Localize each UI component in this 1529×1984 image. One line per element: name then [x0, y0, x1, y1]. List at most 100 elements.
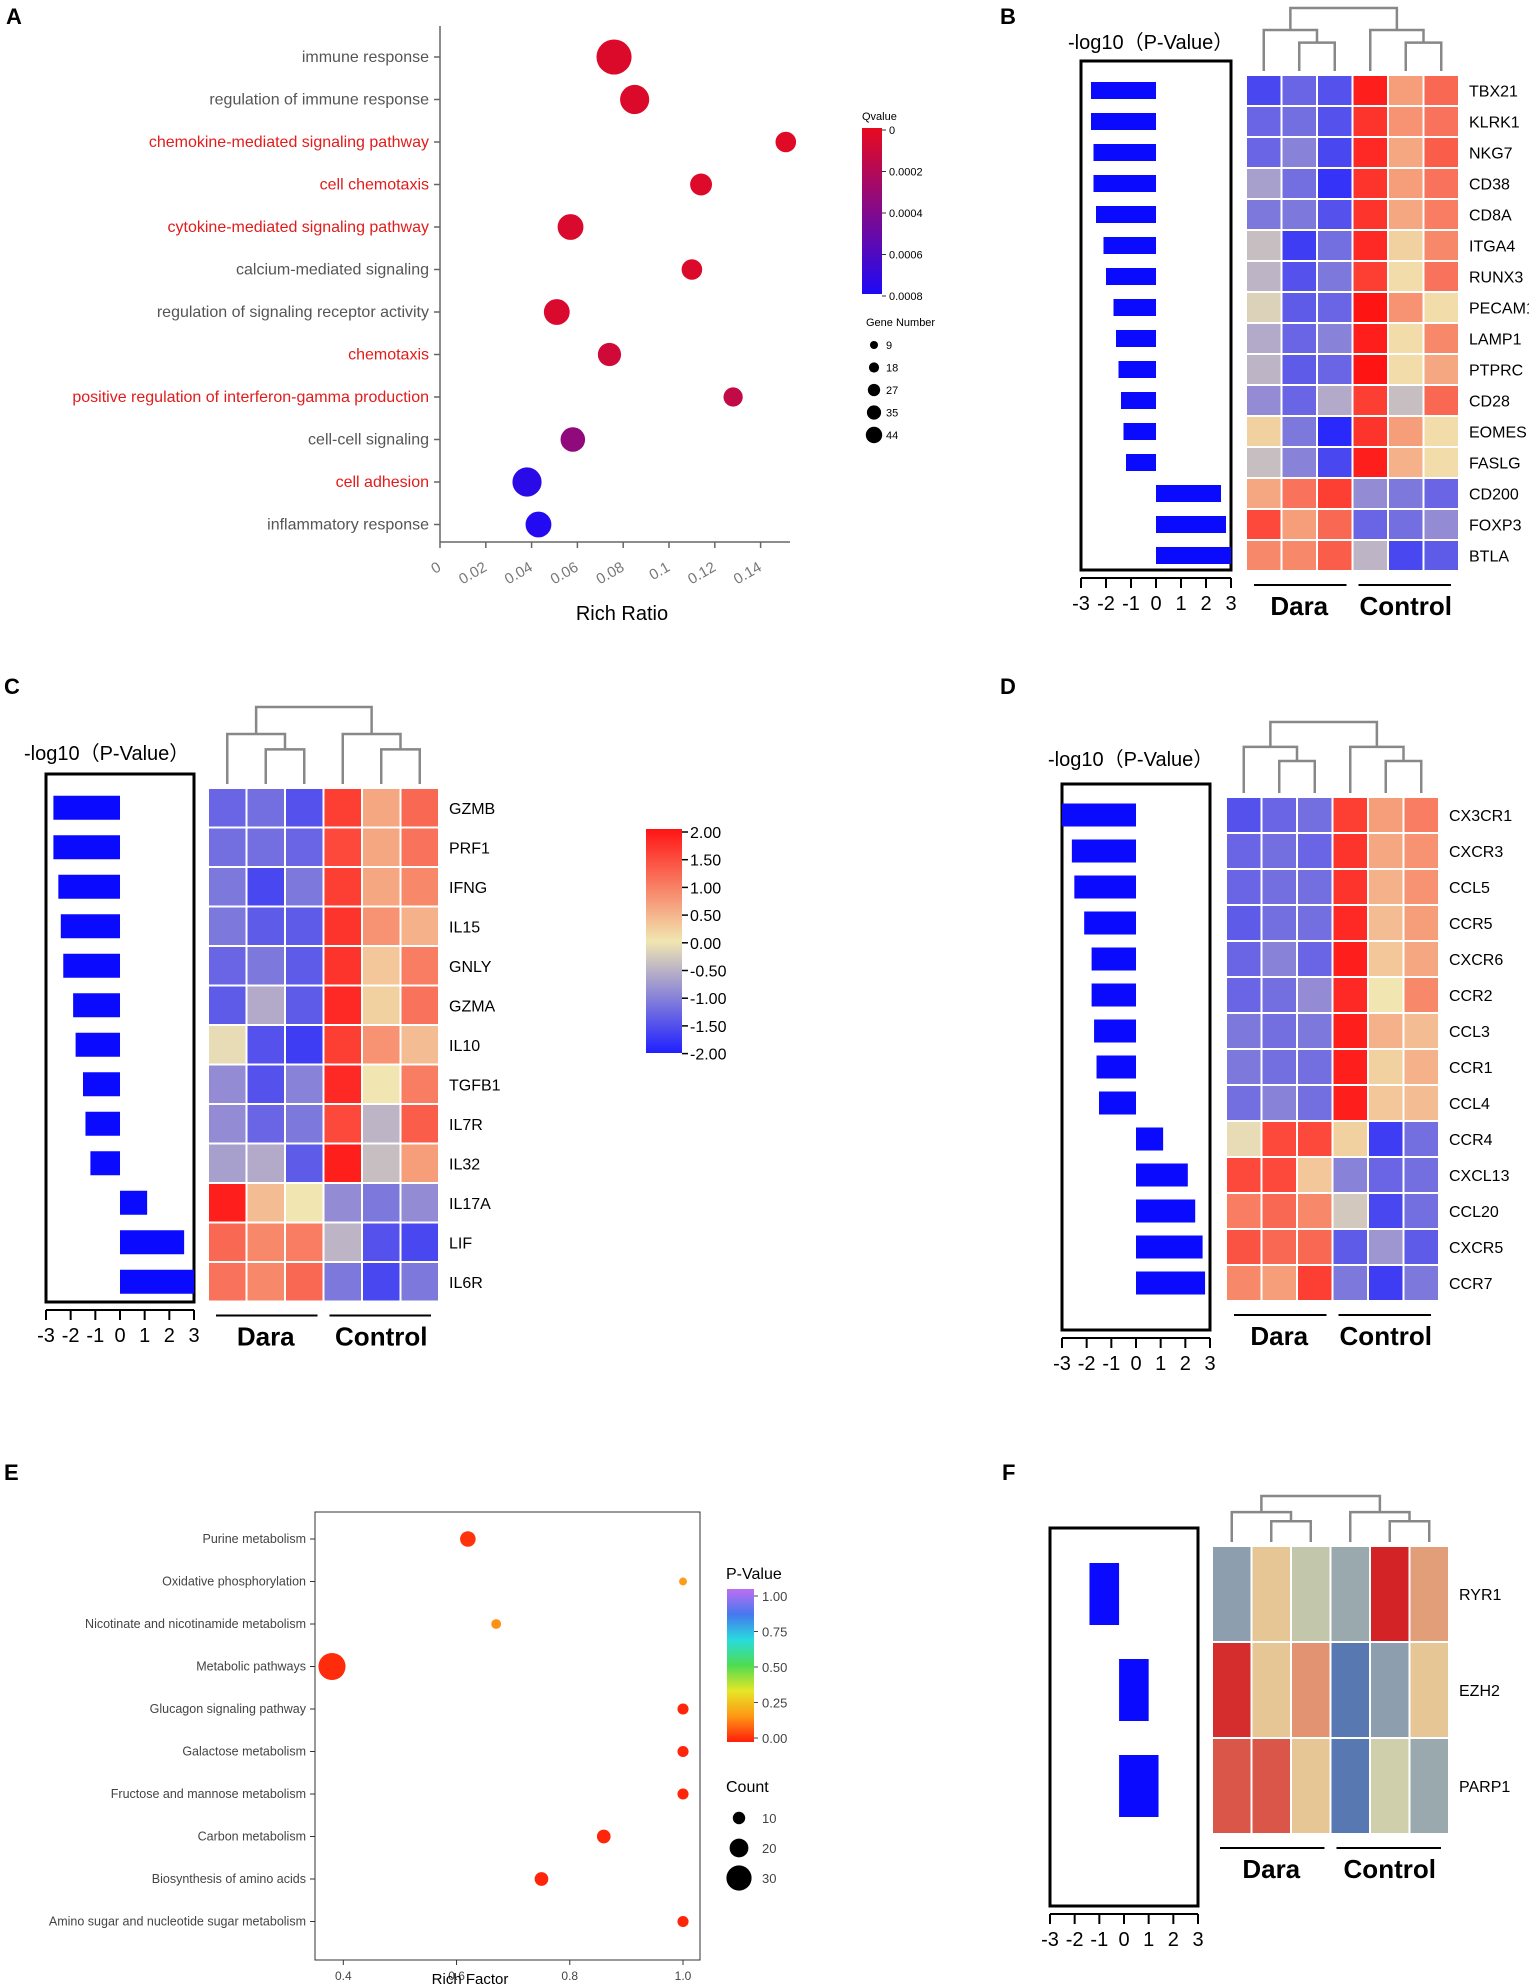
panelF-heatmap-cell — [1211, 1641, 1253, 1739]
panelD-pvalue-bar — [1071, 839, 1136, 863]
panelD-pvalue-tick-label: 3 — [1204, 1353, 1215, 1375]
panelD-heatmap-cell — [1402, 904, 1440, 942]
panelD-heatmap-cell — [1296, 1120, 1334, 1158]
panelD-heatmap-cell — [1225, 904, 1263, 942]
panelD-gene-label: CCR5 — [1449, 916, 1493, 933]
panelE-bubble — [679, 1577, 687, 1586]
panelD-heatmap-cell — [1402, 1084, 1440, 1122]
panelB-heatmap-cell — [1245, 105, 1283, 138]
panelB-pvalue-bar — [1091, 113, 1156, 130]
panelC-heatmap-cell — [284, 905, 325, 947]
panelC-pvalue-bar — [53, 835, 120, 860]
panelC-pvalue-bar — [83, 1072, 120, 1097]
panelB-pvalue-bar — [1091, 82, 1156, 99]
panelB-heatmap-cell — [1387, 384, 1425, 417]
panelF-heatmap-cell — [1329, 1545, 1371, 1643]
panelD-gene-label: CXCR3 — [1449, 844, 1503, 861]
panelC-heatmap-cell — [245, 1063, 286, 1105]
panelE-bubble — [318, 1652, 346, 1681]
panelB-heatmap-cell — [1316, 446, 1354, 479]
panelB-heatmap-cell — [1245, 477, 1283, 510]
panelB-pvalue-tick-label: 1 — [1175, 593, 1186, 615]
panelB-heatmap-cell — [1316, 415, 1354, 448]
panelA-gene-number-label: 18 — [886, 363, 898, 375]
panelB-gene-label: PTPRC — [1469, 363, 1523, 380]
panelA-x-tick-label: 0.04 — [502, 559, 536, 588]
panelB-heatmap-cell — [1351, 105, 1389, 138]
panelA-term-label: regulation of signaling receptor activit… — [157, 304, 429, 321]
panelF-heatmap-cell — [1329, 1737, 1371, 1835]
panelE-count-title: Count — [726, 1779, 769, 1796]
panelB-heatmap-cell — [1245, 384, 1283, 417]
panelB-heatmap-cell — [1422, 415, 1460, 448]
panelA-qvalue-tick-label: 0.0006 — [889, 250, 923, 262]
panelA-term-label: positive regulation of interferon-gamma … — [72, 389, 429, 406]
panelE-pvalue-tick-label: 1.00 — [762, 1589, 787, 1604]
panelA-bubble — [557, 214, 584, 240]
panelB-heatmap-cell — [1351, 136, 1389, 169]
panelD-heatmap-cell — [1260, 1156, 1298, 1194]
panelD-heatmap-cell — [1260, 1228, 1298, 1266]
panelB-heatmap-cell — [1351, 508, 1389, 541]
panelB-heatmap-cell — [1245, 539, 1283, 572]
panelD-pvalue-bar — [1084, 911, 1136, 935]
panelC-pvalue-bar — [60, 914, 120, 939]
panelD-gene-label: CCR4 — [1449, 1132, 1493, 1149]
panelC-heatmap-cell — [284, 1142, 325, 1184]
panelC-gene-label: IL32 — [449, 1156, 480, 1173]
panelD-heatmap-cell — [1367, 1192, 1405, 1230]
panelD-heatmap-cell — [1367, 832, 1405, 870]
panelB-pvalue-tick-label: 2 — [1200, 593, 1211, 615]
panelB-pvalue-bar — [1156, 547, 1231, 564]
panelD-pvalue-bar — [1096, 1055, 1136, 1079]
panelC-pvalue-bar — [63, 953, 120, 978]
panelA-bubble — [525, 511, 552, 538]
panelD-heatmap-cell — [1402, 976, 1440, 1014]
panelD-heatmap-cell — [1296, 1156, 1334, 1194]
panelD-pvalue-tick-label: 2 — [1180, 1353, 1191, 1375]
panelD-heatmap-cell — [1331, 1192, 1369, 1230]
panelB-heatmap-cell — [1316, 539, 1354, 572]
panelD-heatmap-cell — [1402, 1120, 1440, 1158]
panelB-heatmap-cell — [1422, 384, 1460, 417]
panelA-x-tick-label: 0.14 — [731, 559, 765, 588]
panelD-heatmap-cell — [1367, 1084, 1405, 1122]
panelE-bubble — [491, 1619, 502, 1629]
panelE-bubble — [677, 1788, 689, 1800]
panelD-heatmap-cell — [1331, 940, 1369, 978]
panelB-gene-label: RUNX3 — [1469, 270, 1523, 287]
panelC-colorbar-tick-label: 1.00 — [690, 880, 721, 897]
panelC-colorbar-tick-label: -1.00 — [690, 991, 727, 1008]
panelE-bubble — [534, 1872, 549, 1886]
panelC-pvalue-bar — [58, 874, 120, 899]
panelC-heatmap-cell — [322, 1182, 363, 1224]
panelC-pvalue-tick-label: -3 — [37, 1325, 55, 1347]
panelD-heatmap-cell — [1367, 1264, 1405, 1302]
panelB-heatmap-cell — [1316, 353, 1354, 386]
panelD-gene-label: CXCR6 — [1449, 952, 1503, 969]
panelC-colorbar — [646, 829, 682, 1053]
panelB-heatmap-cell — [1387, 415, 1425, 448]
panelD-heatmap-cell — [1331, 904, 1369, 942]
panelB-pvalue-bar — [1156, 485, 1221, 502]
panelD-pvalue-bar — [1091, 983, 1136, 1007]
panelD-heatmap-cell — [1296, 976, 1334, 1014]
panelB-heatmap-cell — [1280, 446, 1318, 479]
panelB-heatmap-cell — [1280, 415, 1318, 448]
panelC-heatmap-cell — [245, 826, 286, 868]
panelD-dendrogram-branch — [1384, 759, 1423, 793]
panelC-heatmap-cell — [322, 945, 363, 987]
panelC-gene-label: PRF1 — [449, 840, 490, 857]
panelA-qvalue-title: Qvalue — [862, 111, 897, 123]
panelB-heatmap-cell — [1387, 353, 1425, 386]
panelD-pvalue-bar — [1136, 1235, 1203, 1259]
panelC-dendrogram-branch — [341, 732, 402, 784]
panelC-heatmap-cell — [245, 1261, 286, 1303]
panel-label-b: B — [1000, 4, 1016, 29]
panelC-pvalue-bar — [120, 1269, 194, 1294]
panelD-heatmap-cell — [1402, 1228, 1440, 1266]
panelA-x-tick-label: 0 — [428, 559, 444, 578]
panelD-heatmap-cell — [1225, 1192, 1263, 1230]
panelE-pathway-label: Biosynthesis of amino acids — [152, 1872, 306, 1886]
panelF-heatmap-cell — [1290, 1737, 1332, 1835]
